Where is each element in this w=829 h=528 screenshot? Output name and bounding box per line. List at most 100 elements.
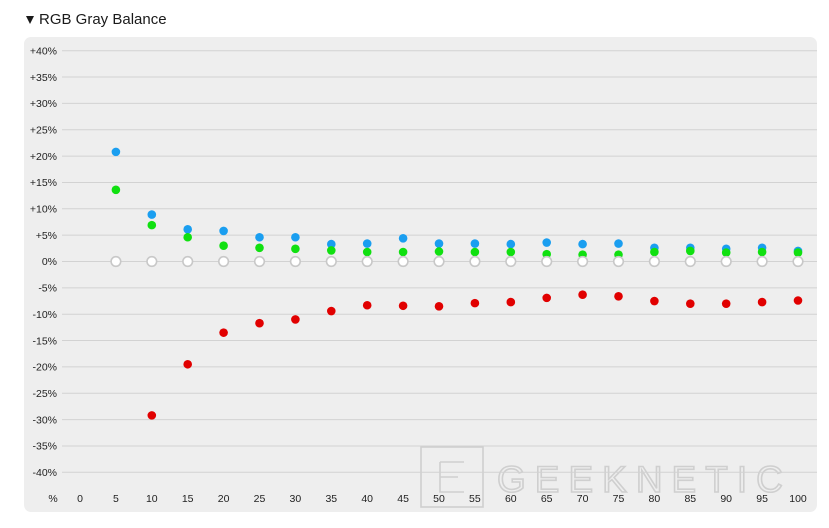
- y-tick-label: +5%: [36, 230, 57, 242]
- red-point: [650, 296, 659, 306]
- gray-point: [684, 255, 696, 268]
- blue-point: [255, 232, 264, 242]
- red-point: [793, 296, 803, 305]
- gray-point: [505, 255, 517, 268]
- red-point: [327, 306, 336, 316]
- x-tick-label: 20: [218, 493, 230, 505]
- green-point: [255, 243, 264, 253]
- x-tick-label: 95: [756, 493, 768, 505]
- blue-point: [219, 226, 228, 236]
- x-tick-label: 15: [182, 493, 194, 505]
- x-tick-label: 60: [505, 493, 517, 505]
- gray-point: [146, 255, 158, 268]
- green-point: [398, 247, 408, 257]
- gray-point: [469, 255, 481, 268]
- x-tick-label: 65: [541, 493, 553, 505]
- x-tick-label: 75: [613, 493, 625, 505]
- green-point: [147, 220, 157, 230]
- gray-point: [648, 255, 661, 268]
- gray-point: [612, 255, 625, 268]
- blue-point: [111, 147, 121, 157]
- blue-point: [614, 239, 623, 248]
- section-toggle[interactable]: RGB Gray Balance: [26, 9, 167, 29]
- chart-title: RGB Gray Balance: [39, 10, 167, 28]
- x-tick-label: 100: [789, 493, 807, 505]
- blue-point: [327, 239, 336, 249]
- blue-point: [542, 238, 551, 247]
- gray-point: [253, 255, 266, 268]
- green-point: [434, 247, 444, 256]
- watermark-logo-mark: [420, 446, 484, 508]
- gray-point: [756, 255, 768, 268]
- green-point: [111, 185, 121, 195]
- red-point: [578, 290, 587, 300]
- gray-point: [541, 255, 553, 268]
- y-tick-label: -5%: [38, 283, 57, 295]
- blue-point: [362, 239, 372, 248]
- gray-point: [325, 255, 337, 268]
- blue-point: [578, 239, 587, 249]
- gray-point: [182, 255, 194, 268]
- green-point: [542, 249, 551, 259]
- blue-point: [470, 239, 480, 248]
- red-point: [398, 301, 408, 311]
- y-tick-label: -25%: [32, 388, 57, 400]
- watermark-text: GEEKNETIC: [497, 459, 792, 500]
- red-point: [506, 297, 516, 307]
- gray-point: [576, 255, 589, 268]
- blue-point: [183, 225, 192, 234]
- x-tick-label: 90: [720, 493, 732, 505]
- green-point: [219, 241, 228, 250]
- y-tick-label: +35%: [30, 72, 57, 84]
- y-tick-label: +15%: [30, 177, 57, 189]
- red-point: [255, 318, 264, 328]
- red-point: [614, 291, 623, 301]
- green-point: [793, 248, 803, 257]
- y-tick-label: +40%: [30, 45, 57, 57]
- x-unit-label: %: [48, 493, 57, 505]
- y-tick-label: +25%: [30, 124, 57, 136]
- green-point: [686, 246, 695, 256]
- watermark-logo-glyph: [439, 461, 464, 493]
- red-point: [147, 411, 157, 420]
- blue-point: [147, 210, 157, 219]
- green-point: [327, 246, 336, 255]
- gray-point: [289, 255, 302, 268]
- y-tick-label: -35%: [32, 441, 57, 453]
- x-tick-label: 30: [290, 493, 302, 505]
- data-points: [110, 147, 804, 420]
- blue-point: [291, 232, 300, 242]
- y-tick-label: -20%: [32, 362, 57, 374]
- red-point: [362, 300, 372, 310]
- y-tick-label: +20%: [30, 151, 57, 163]
- y-tick-label: 0%: [42, 256, 57, 268]
- y-tick-label: -15%: [32, 335, 57, 347]
- red-point: [721, 299, 731, 308]
- x-tick-label: 85: [684, 493, 696, 505]
- x-tick-label: 50: [433, 493, 445, 505]
- green-point: [362, 247, 372, 257]
- x-tick-label: 40: [361, 493, 373, 505]
- red-point: [183, 359, 192, 369]
- gray-point: [792, 255, 804, 268]
- x-tick-label: 55: [469, 493, 481, 505]
- green-point: [291, 244, 300, 254]
- y-axis-tick-labels: +40% +35% +30% +25% +20% +15% +10% +5% 0% -5% -10%…: [30, 45, 57, 479]
- green-point: [183, 232, 192, 242]
- blue-point: [434, 239, 444, 248]
- red-point: [542, 293, 551, 303]
- x-axis-tick-labels: % 0 5 10 15 20 25 30 35 40 45 50 55 60 65 70 75 80 85 90 95 1…: [48, 493, 807, 505]
- x-tick-label: 70: [577, 493, 589, 505]
- x-tick-label: 35: [325, 493, 337, 505]
- x-tick-label: 10: [146, 493, 158, 505]
- collapse-triangle-icon[interactable]: [26, 16, 34, 24]
- red-point: [219, 328, 228, 337]
- y-tick-label: -40%: [32, 467, 57, 479]
- x-tick-label: 25: [254, 493, 266, 505]
- x-tick-label: 5: [113, 493, 119, 505]
- red-point: [757, 297, 767, 307]
- y-tick-label: -10%: [32, 309, 57, 321]
- gray-point: [720, 255, 732, 268]
- green-point: [650, 247, 659, 257]
